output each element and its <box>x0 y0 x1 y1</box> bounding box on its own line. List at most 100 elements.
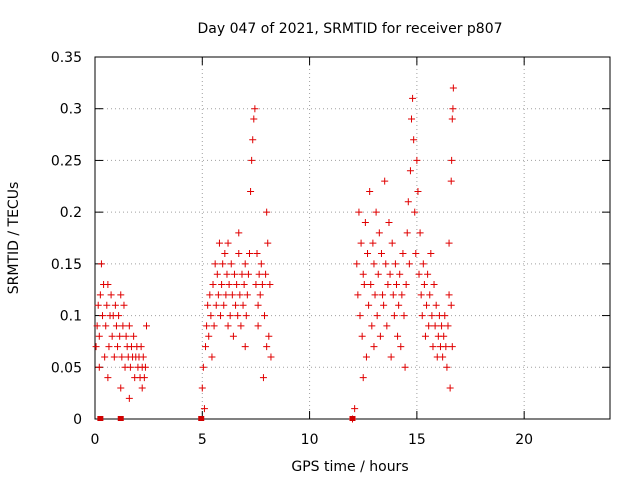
data-point <box>258 281 266 289</box>
data-point <box>431 322 439 330</box>
data-point <box>99 312 107 320</box>
data-point <box>95 332 103 340</box>
data-point <box>246 250 253 258</box>
data-point <box>254 322 262 330</box>
data-point <box>423 301 431 309</box>
data-point <box>398 291 406 299</box>
data-point <box>357 239 365 247</box>
data-point <box>408 115 416 123</box>
data-point <box>395 301 403 309</box>
data-point <box>205 332 213 340</box>
data-point <box>355 208 363 216</box>
data-point <box>384 281 392 289</box>
data-point <box>411 208 419 216</box>
x-axis-label: GPS time / hours <box>291 459 408 475</box>
data-point <box>250 115 258 123</box>
data-point <box>394 332 402 340</box>
zero-marker <box>97 416 104 421</box>
data-point <box>361 218 369 226</box>
data-point <box>353 260 361 268</box>
data-point <box>226 312 234 320</box>
data-point <box>224 239 232 247</box>
data-point <box>449 84 457 92</box>
data-point <box>359 374 367 382</box>
data-point <box>251 105 259 113</box>
data-point <box>247 187 255 195</box>
data-point <box>419 260 427 268</box>
data-point <box>236 291 244 299</box>
y-tick-label: 0.05 <box>51 360 82 376</box>
data-point <box>116 332 124 340</box>
data-point <box>447 177 455 185</box>
data-point <box>95 363 103 371</box>
data-point <box>120 301 128 309</box>
data-point <box>125 394 133 402</box>
data-point <box>212 301 220 309</box>
data-point <box>397 343 405 351</box>
data-point <box>222 291 230 299</box>
data-point <box>111 301 119 309</box>
data-point <box>427 250 435 258</box>
data-point <box>200 405 208 413</box>
x-tick-label: 5 <box>198 432 207 448</box>
data-point <box>214 291 222 299</box>
data-point <box>443 363 451 371</box>
axis-ticks: 0 0.05 0.1 0.15 0.2 0.25 0.3 0.35 0 5 10 15 20 <box>51 50 610 448</box>
data-point <box>227 260 235 268</box>
data-point <box>370 343 378 351</box>
x-tick-label: 15 <box>408 432 426 448</box>
data-point <box>122 332 130 340</box>
data-point <box>93 322 101 330</box>
zero-markers <box>97 416 356 421</box>
data-point <box>447 301 455 309</box>
data-point <box>366 187 374 195</box>
data-point <box>448 115 456 123</box>
data-point <box>257 260 265 268</box>
data-point <box>262 270 270 278</box>
data-point <box>234 312 242 320</box>
data-point <box>442 343 450 351</box>
data-point <box>256 291 264 299</box>
data-point <box>230 270 238 278</box>
data-point <box>402 281 410 289</box>
data-point <box>206 291 214 299</box>
x-tick-label: 0 <box>91 432 100 448</box>
data-point <box>240 281 248 289</box>
data-point <box>241 343 249 351</box>
y-tick-label: 0.15 <box>51 257 82 273</box>
data-point <box>94 301 102 309</box>
data-point <box>356 312 364 320</box>
data-point <box>448 156 456 164</box>
data-point <box>117 384 125 392</box>
data-point <box>358 332 366 340</box>
data-point <box>445 291 453 299</box>
data-point <box>225 281 233 289</box>
zero-marker <box>349 416 356 421</box>
data-point <box>141 363 149 371</box>
data-point <box>241 260 249 268</box>
y-tick-label: 0.25 <box>51 153 82 169</box>
data-point <box>354 291 362 299</box>
data-point <box>237 322 245 330</box>
data-point <box>140 374 148 382</box>
data-point <box>210 322 218 330</box>
data-point <box>381 177 389 185</box>
data-points <box>92 84 457 423</box>
data-point <box>259 374 267 382</box>
data-point <box>392 281 400 289</box>
data-point <box>387 353 395 361</box>
data-point <box>391 260 399 268</box>
data-point <box>448 343 456 351</box>
data-point <box>101 353 109 361</box>
zero-marker <box>117 416 124 421</box>
y-tick-label: 0.3 <box>60 102 82 118</box>
data-point <box>92 343 100 351</box>
data-point <box>211 260 219 268</box>
data-point <box>126 363 134 371</box>
data-point <box>220 301 228 309</box>
data-point <box>117 291 125 299</box>
data-point <box>382 260 390 268</box>
data-point <box>233 281 241 289</box>
data-point <box>351 405 359 413</box>
data-point <box>404 198 412 206</box>
